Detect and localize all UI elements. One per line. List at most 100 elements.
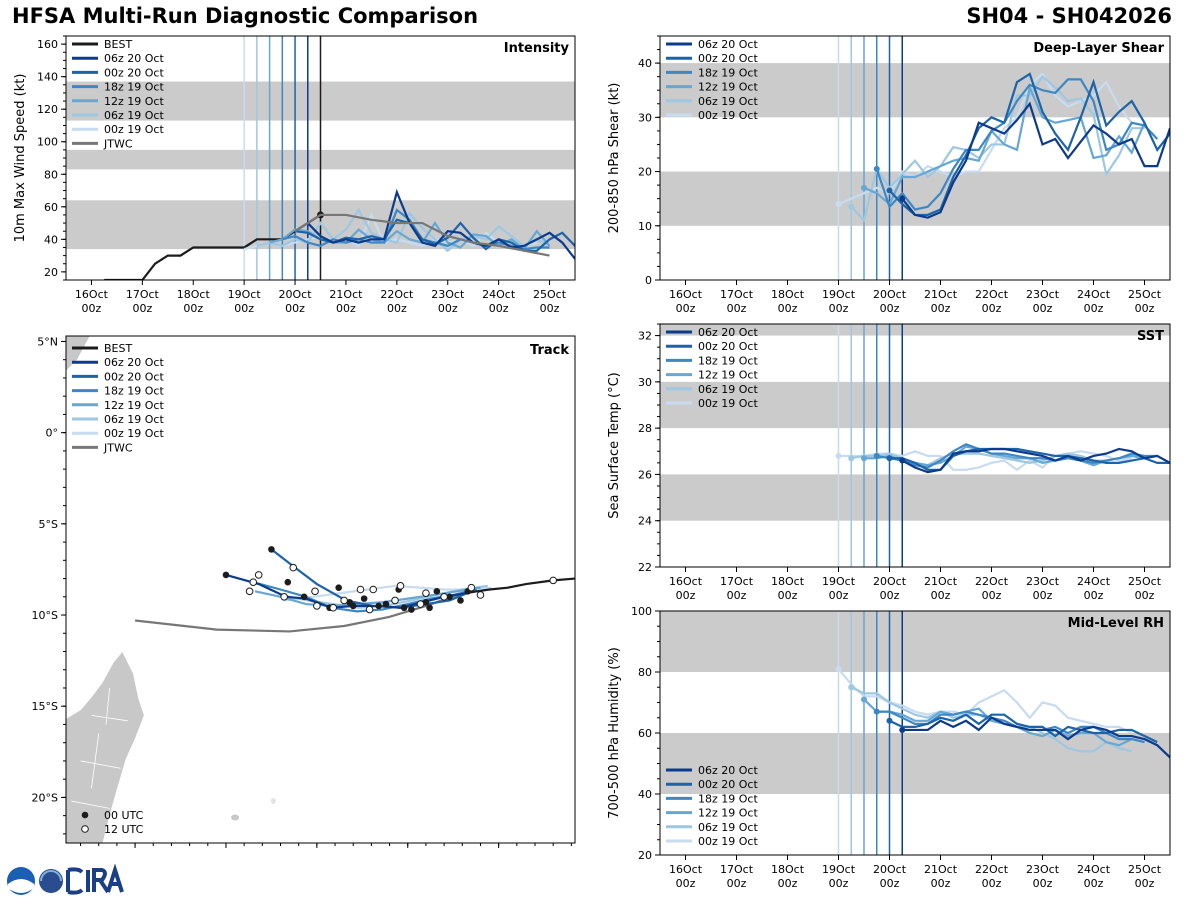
legend-label: 06z 20 Oct xyxy=(698,764,758,777)
jtwc-line xyxy=(294,213,550,257)
run-line-3 xyxy=(863,698,1133,747)
x-tick-label-date: 17Oct xyxy=(720,288,754,301)
fix-00utc xyxy=(400,604,408,612)
plot-area xyxy=(660,324,1170,567)
x-tick-label-hour: 00z xyxy=(82,302,102,315)
fix-00utc xyxy=(433,588,441,595)
y-tick-label: 60 xyxy=(638,727,652,740)
x-tick-label-hour: 00z xyxy=(778,302,798,315)
legend-label: BEST xyxy=(104,38,132,51)
y-tick-label: 160 xyxy=(37,38,58,51)
x-tick-label-hour: 00z xyxy=(880,302,900,315)
y-tick-label: 120 xyxy=(37,103,58,116)
y-tick-label: 10 xyxy=(638,220,652,233)
x-tick-label-date: 17Oct xyxy=(126,288,160,301)
admin-boundary xyxy=(71,800,110,809)
x-tick-label-hour: 00z xyxy=(1135,877,1155,890)
storm-id: SH04 - SH042026 xyxy=(966,4,1172,28)
x-tick-label-date: 19Oct xyxy=(822,288,856,301)
run-line-1 xyxy=(889,713,1158,744)
admin-boundary xyxy=(91,733,100,789)
legend-label: 18z 19 Oct xyxy=(698,354,758,367)
run-start-point xyxy=(873,165,880,172)
x-tick-label-date: 20Oct xyxy=(873,863,907,876)
y-axis-label: 700-500 hPa Humidity (%) xyxy=(607,647,622,819)
fix-12utc xyxy=(467,583,476,592)
x-tick-label-hour: 00z xyxy=(727,877,747,890)
x-tick-label-hour: 00z xyxy=(880,589,900,602)
legend-marker-12 xyxy=(81,825,89,833)
fix-12utc xyxy=(329,603,338,612)
fix-00utc xyxy=(446,593,453,601)
y-tick-label: 100 xyxy=(631,605,652,618)
run-start-point xyxy=(873,452,880,459)
run-start-point xyxy=(861,455,867,462)
rh-chart: 2040608010016Oct00z17Oct00z18Oct00z19Oct… xyxy=(607,605,1171,890)
category-band xyxy=(660,324,1170,336)
y-tick-label: 24 xyxy=(638,515,652,528)
run-start-point xyxy=(835,201,842,208)
legend-label: 18z 19 Oct xyxy=(104,81,164,94)
fix-00utc xyxy=(457,597,464,604)
x-tick-label-hour: 00z xyxy=(829,877,849,890)
x-tick-label-date: 21Oct xyxy=(924,863,958,876)
fix-12utc xyxy=(311,587,319,596)
legend-label: 06z 19 Oct xyxy=(698,383,758,396)
category-band xyxy=(660,474,1170,521)
legend-label: 00z 20 Oct xyxy=(698,778,758,791)
x-tick-label-hour: 00z xyxy=(285,302,305,315)
legend-label: 00z 20 Oct xyxy=(104,370,164,383)
legend-label: 12z 19 Oct xyxy=(698,369,758,382)
track-map: 50°E55°E60°E65°E70°E5°N0°5°S10°S15°S20°S… xyxy=(32,335,576,848)
fix-12utc xyxy=(245,587,254,596)
y-axis-label: 10m Max Wind Speed (kt) xyxy=(13,74,28,243)
x-tick-label-date: 16Oct xyxy=(669,863,703,876)
x-tick-label-hour: 00z xyxy=(982,302,1002,315)
fix-12utc xyxy=(422,589,430,597)
run-line-1 xyxy=(888,72,1170,217)
legend-label: 06z 19 Oct xyxy=(104,109,164,122)
y-tick-label: 22 xyxy=(638,561,652,574)
panel-title: Track xyxy=(530,343,569,358)
legend-label: 00z 19 Oct xyxy=(698,835,758,848)
y-tick-label: 140 xyxy=(37,71,58,84)
x-tick-label-date: 21Oct xyxy=(924,575,958,588)
x-tick-label-hour: 00z xyxy=(1084,877,1104,890)
fix-12utc xyxy=(549,576,557,585)
x-tick-label-hour: 00z xyxy=(982,589,1002,602)
legend-label: 06z 20 Oct xyxy=(698,38,758,51)
fix-00utc xyxy=(426,604,433,612)
x-tick-label-hour: 00z xyxy=(438,302,458,315)
run-line-2 xyxy=(876,710,1145,744)
x-tick-label-date: 17Oct xyxy=(720,863,754,876)
y-tick-label: 15°S xyxy=(32,700,58,713)
fix-00utc xyxy=(360,595,368,602)
fix-12utc xyxy=(369,585,378,594)
x-tick-label-date: 16Oct xyxy=(669,288,703,301)
legend-label: JTWC xyxy=(103,137,133,150)
x-tick-label-date: 19Oct xyxy=(822,575,856,588)
fix-12utc xyxy=(340,596,348,605)
y-tick-label: 5°S xyxy=(39,518,58,531)
x-tick-label-date: 24Oct xyxy=(1077,575,1111,588)
category-band xyxy=(660,733,1170,794)
run-line-4 xyxy=(850,75,1145,223)
run-start-point xyxy=(886,717,893,724)
axes-frame xyxy=(65,335,576,844)
fix-00utc xyxy=(335,584,342,591)
legend-label: 06z 20 Oct xyxy=(104,52,164,65)
legend-label: 12z 19 Oct xyxy=(104,95,164,108)
y-tick-label: 20 xyxy=(44,266,58,279)
fix-00utc xyxy=(300,593,308,601)
fix-12utc xyxy=(396,582,405,590)
x-tick-label-date: 24Oct xyxy=(1077,288,1111,301)
legend-label: 18z 19 Oct xyxy=(698,792,758,805)
run-line-2 xyxy=(875,78,1159,211)
run-start-point xyxy=(835,452,842,459)
run-start-point xyxy=(861,184,867,191)
legend-marker-00 xyxy=(81,811,89,819)
run-start-point xyxy=(835,665,842,672)
legend-label: 00z 19 Oct xyxy=(698,109,758,122)
category-band xyxy=(660,611,1170,672)
x-tick-label-hour: 00z xyxy=(880,877,900,890)
